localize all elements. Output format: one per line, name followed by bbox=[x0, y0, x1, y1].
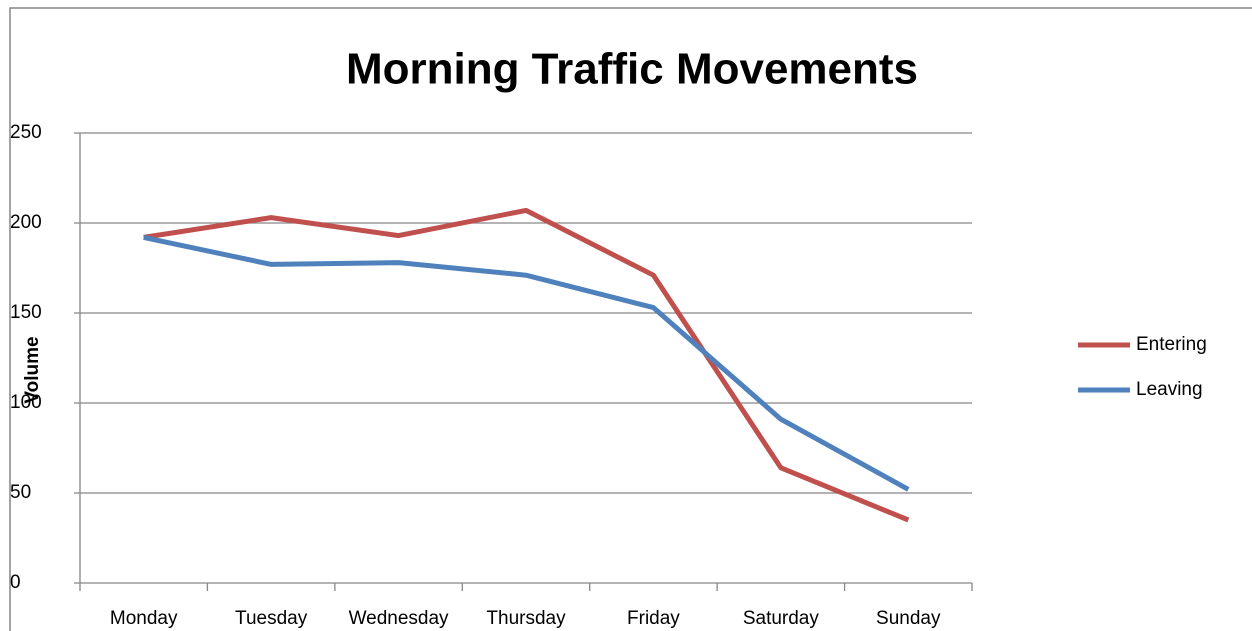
y-tick-label: 200 bbox=[10, 212, 42, 233]
x-tick-label: Friday bbox=[627, 608, 680, 629]
legend-label: Entering bbox=[1136, 334, 1207, 355]
x-tick-label: Tuesday bbox=[235, 608, 308, 629]
line-series bbox=[143, 207, 910, 523]
y-tick-label: 0 bbox=[10, 572, 21, 593]
chart-title: Morning Traffic Movements bbox=[346, 45, 918, 94]
x-tick-label: Monday bbox=[110, 608, 178, 629]
x-tick-label: Sunday bbox=[876, 608, 941, 629]
y-tick-label: 250 bbox=[10, 122, 42, 143]
y-tick-label: 50 bbox=[10, 482, 31, 503]
legend-label: Leaving bbox=[1136, 379, 1203, 400]
y-tick-label: 150 bbox=[10, 302, 42, 323]
x-tick-label: Thursday bbox=[486, 608, 566, 629]
line-series bbox=[143, 234, 910, 492]
y-tick-label: 100 bbox=[10, 392, 42, 413]
chart-frame bbox=[9, 7, 1252, 631]
y-axis-title: Volume bbox=[22, 336, 43, 403]
x-tick-label: Wednesday bbox=[349, 608, 449, 629]
x-tick-label: Saturday bbox=[743, 608, 820, 629]
